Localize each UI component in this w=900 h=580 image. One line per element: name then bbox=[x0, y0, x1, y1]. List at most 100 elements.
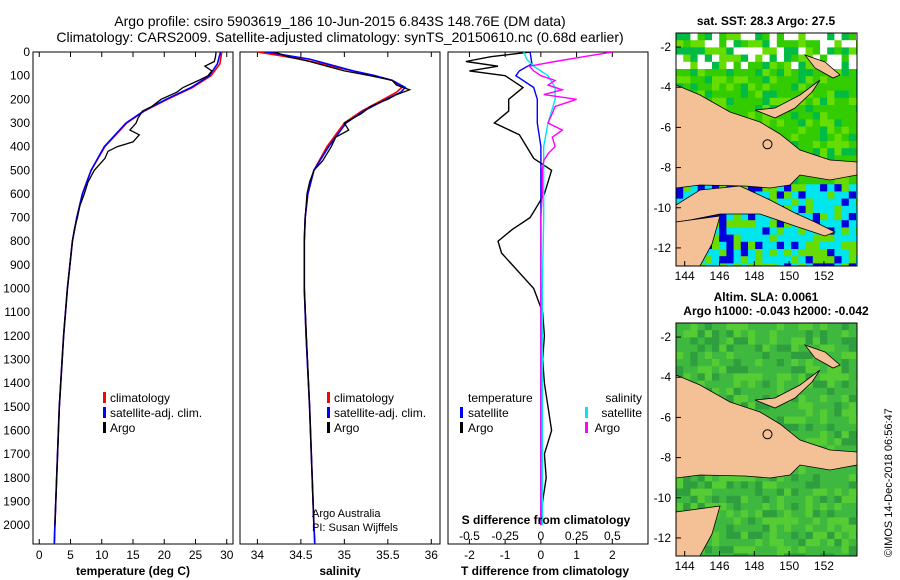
map-cell bbox=[841, 213, 850, 221]
map-cell bbox=[848, 517, 857, 525]
map-cell bbox=[798, 337, 806, 345]
map-cell bbox=[676, 495, 684, 504]
map-cell bbox=[719, 323, 727, 331]
map-cell bbox=[834, 351, 842, 360]
map-cell bbox=[834, 402, 842, 410]
map-cell bbox=[834, 416, 842, 425]
map-cell bbox=[740, 517, 749, 525]
map-cell bbox=[827, 539, 835, 547]
map-cell bbox=[820, 323, 828, 331]
map-cell bbox=[748, 380, 756, 389]
header-line1: Argo profile: csiro 5903619_186 10-Jun-2… bbox=[114, 13, 565, 29]
map-cell bbox=[841, 380, 850, 389]
legend-swatch-satellite bbox=[103, 407, 106, 418]
map-y-tick-label: -12 bbox=[654, 531, 672, 545]
map-cell bbox=[762, 234, 770, 243]
map-cell bbox=[776, 351, 785, 360]
map-cell bbox=[791, 416, 799, 425]
map-cell bbox=[755, 337, 763, 345]
map-cell bbox=[740, 495, 749, 504]
map-cell bbox=[740, 213, 749, 221]
map-cell bbox=[740, 330, 749, 338]
map-cell bbox=[726, 359, 734, 367]
map-cell bbox=[748, 263, 756, 266]
map-cell bbox=[841, 351, 850, 360]
map-cell bbox=[748, 69, 756, 77]
map-cell bbox=[762, 330, 770, 338]
map-cell bbox=[704, 54, 713, 63]
map-cell bbox=[755, 524, 763, 533]
map-cell bbox=[704, 474, 713, 482]
map-cell bbox=[798, 234, 806, 243]
map-cell bbox=[841, 323, 850, 331]
map-cell bbox=[784, 344, 792, 353]
map-cell bbox=[740, 33, 749, 41]
map-cell bbox=[841, 220, 850, 228]
map-cell bbox=[697, 61, 706, 70]
map-cell bbox=[733, 337, 742, 345]
legend-swatch-argo bbox=[327, 422, 330, 433]
map-cell bbox=[769, 61, 778, 70]
map-cell bbox=[697, 33, 706, 41]
x-tick-label: 20 bbox=[158, 548, 172, 562]
map-cell bbox=[812, 33, 821, 41]
map-cell bbox=[848, 54, 857, 63]
map-cell bbox=[740, 366, 749, 374]
map-cell bbox=[769, 344, 778, 353]
map-cell bbox=[791, 539, 799, 547]
map-cell bbox=[812, 474, 821, 482]
x-tick-label: 35 bbox=[338, 548, 352, 562]
map-cell bbox=[820, 234, 828, 243]
map-cell bbox=[697, 488, 706, 497]
map-cell bbox=[784, 373, 792, 381]
map-cell bbox=[798, 351, 806, 360]
map-cell bbox=[805, 184, 814, 192]
map-cell bbox=[748, 54, 756, 63]
map-cell bbox=[690, 337, 698, 345]
map-cell bbox=[719, 495, 727, 504]
map-cell bbox=[676, 351, 684, 360]
map-cell bbox=[712, 54, 720, 63]
map-cell bbox=[762, 54, 770, 63]
map-cell bbox=[762, 359, 770, 367]
map-cell bbox=[769, 191, 778, 199]
map-cell bbox=[769, 234, 778, 243]
map-cell bbox=[733, 47, 742, 55]
sla-map-frame bbox=[675, 322, 858, 557]
map-cell bbox=[791, 263, 799, 266]
map-cell bbox=[848, 83, 857, 91]
map-cell bbox=[791, 351, 799, 360]
map-cell bbox=[733, 263, 742, 266]
map-cell bbox=[683, 191, 691, 199]
map-cell bbox=[776, 83, 785, 91]
map-cell bbox=[812, 47, 821, 55]
map-cell bbox=[726, 249, 734, 257]
map-cell bbox=[719, 90, 727, 99]
map-cell bbox=[712, 344, 720, 353]
map-cell bbox=[812, 141, 821, 149]
map-cell bbox=[704, 481, 713, 489]
map-cell bbox=[834, 90, 842, 99]
depth-tick-label: 1800 bbox=[3, 471, 30, 485]
map-cell bbox=[690, 184, 698, 192]
map-cell bbox=[791, 198, 799, 207]
map-cell bbox=[733, 553, 742, 556]
map-cell bbox=[784, 474, 792, 482]
map-cell bbox=[848, 119, 857, 127]
map-cell bbox=[762, 488, 770, 497]
map-cell bbox=[697, 76, 706, 84]
map-cell bbox=[805, 488, 814, 497]
map-cell bbox=[712, 387, 720, 396]
map-cell bbox=[755, 97, 763, 106]
map-cell bbox=[812, 423, 821, 432]
map-cell bbox=[827, 395, 835, 403]
map-cell bbox=[726, 531, 734, 540]
map-cell bbox=[841, 524, 850, 533]
map-cell bbox=[697, 481, 706, 489]
map-cell bbox=[762, 510, 770, 518]
map-cell bbox=[762, 112, 770, 120]
map-cell bbox=[848, 359, 857, 367]
map-cell bbox=[784, 241, 792, 250]
depth-tick-label: 1300 bbox=[3, 353, 30, 367]
sst-land-australia bbox=[676, 215, 721, 266]
